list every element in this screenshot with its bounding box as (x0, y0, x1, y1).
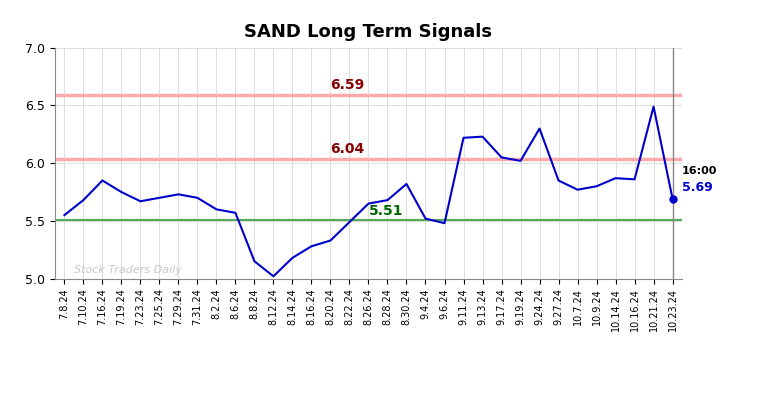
Text: 16:00: 16:00 (682, 166, 717, 176)
Text: 5.69: 5.69 (682, 181, 713, 194)
Text: 5.51: 5.51 (368, 204, 403, 218)
Text: Stock Traders Daily: Stock Traders Daily (74, 265, 182, 275)
Title: SAND Long Term Signals: SAND Long Term Signals (245, 23, 492, 41)
Text: 6.59: 6.59 (331, 78, 365, 92)
Text: 6.04: 6.04 (331, 142, 365, 156)
